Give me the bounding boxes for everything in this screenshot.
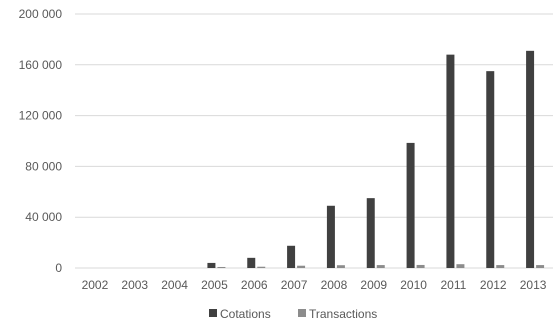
y-tick-label: 0 <box>55 261 62 275</box>
x-tick-label: 2006 <box>241 278 268 292</box>
bar-transactions-2013 <box>536 265 545 268</box>
legend-label-cotations: Cotations <box>220 307 271 321</box>
x-tick-label: 2008 <box>321 278 348 292</box>
y-tick-label: 40 000 <box>25 210 62 224</box>
x-tick-label: 2002 <box>82 278 109 292</box>
x-tick-label: 2003 <box>121 278 148 292</box>
legend-swatch-transactions <box>298 309 306 317</box>
x-tick-label: 2012 <box>480 278 507 292</box>
x-tick-label: 2010 <box>400 278 427 292</box>
bar-cotations-2007 <box>287 245 296 268</box>
bar-cotations-2008 <box>326 205 335 268</box>
bar-transactions-2008 <box>336 265 345 268</box>
x-tick-label: 2009 <box>360 278 387 292</box>
y-tick-label: 80 000 <box>25 159 62 173</box>
bar-transactions-2005 <box>217 266 226 268</box>
bar-cotations-2013 <box>526 50 535 268</box>
bar-transactions-2010 <box>416 264 425 268</box>
bar-cotations-2006 <box>247 257 256 268</box>
legend-label-transactions: Transactions <box>309 307 377 321</box>
bar-cotations-2005 <box>207 262 216 268</box>
y-tick-label: 160 000 <box>19 58 63 72</box>
bar-transactions-2007 <box>297 265 306 268</box>
y-tick-label: 120 000 <box>19 109 63 123</box>
bar-transactions-2009 <box>376 265 385 268</box>
bar-cotations-2009 <box>366 198 375 268</box>
y-tick-label: 200 000 <box>19 7 63 21</box>
legend-swatch-cotations <box>209 309 217 317</box>
x-axis: 2002 2003 2004 2005 2006 2007 2008 2009 2010 2011… <box>82 278 547 292</box>
bars <box>207 50 545 269</box>
bar-transactions-2012 <box>496 265 505 268</box>
legend: Cotations Transactions <box>209 307 377 321</box>
gridlines <box>75 13 553 269</box>
x-tick-label: 2005 <box>201 278 228 292</box>
bar-cotations-2010 <box>406 142 415 268</box>
bar-transactions-2011 <box>456 264 465 268</box>
bar-cotations-2011 <box>446 54 455 268</box>
x-tick-label: 2007 <box>281 278 308 292</box>
y-axis: 0 40 000 80 000 120 000 160 000 200 000 <box>19 7 63 275</box>
x-tick-label: 2011 <box>441 278 467 292</box>
x-tick-label: 2004 <box>161 278 188 292</box>
x-tick-label: 2013 <box>520 278 547 292</box>
bar-cotations-2012 <box>486 71 495 269</box>
bar-transactions-2006 <box>257 266 266 268</box>
